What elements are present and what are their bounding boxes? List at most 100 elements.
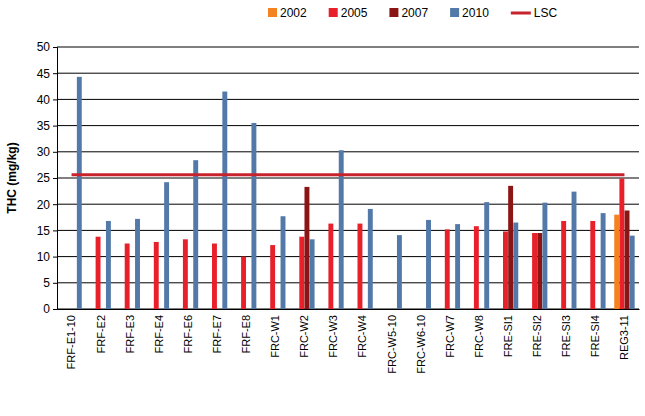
- bar: [503, 231, 508, 309]
- bar: [125, 244, 130, 310]
- tick: FRF-E7: [211, 309, 223, 354]
- tick: 35: [37, 119, 57, 133]
- tick: REG3-11: [618, 309, 630, 360]
- tick-label: FRF-E6: [182, 315, 194, 354]
- tick: FRC-W1: [269, 309, 281, 358]
- tick-mark: [53, 309, 57, 310]
- legend-swatch: [268, 8, 277, 17]
- legend-item: 2005: [329, 6, 368, 20]
- legend-swatch: [329, 8, 338, 17]
- tick: FRC-W3: [327, 309, 339, 358]
- axis-line: [58, 309, 640, 310]
- line: [72, 173, 625, 176]
- tick: FRF-E2: [95, 309, 107, 354]
- tick: FRC-W6-10: [415, 309, 427, 374]
- bar: [212, 244, 217, 310]
- bar: [310, 239, 315, 309]
- tick: 30: [37, 145, 57, 159]
- grid-line: [57, 230, 639, 231]
- bar: [630, 236, 635, 309]
- bar: [183, 239, 188, 309]
- tick: 25: [37, 171, 57, 185]
- bar: [590, 221, 595, 309]
- tick-label: 45: [37, 67, 51, 81]
- legend-item: 2007: [389, 6, 428, 20]
- tick: FRE-SI2: [531, 309, 543, 357]
- tick: FRF-E8: [240, 309, 252, 354]
- tick: FRC-W4: [356, 309, 368, 358]
- bar: [561, 221, 566, 309]
- plot: 05101520253035404550FRF-E1-10FRF-E2FRF-E…: [37, 40, 640, 373]
- tick-label: FRF-E1-10: [65, 315, 77, 369]
- legend-swatch: [511, 12, 531, 15]
- tick-label: FRF-E8: [240, 315, 252, 354]
- tick: 45: [37, 67, 57, 81]
- bar: [193, 160, 198, 309]
- bar: [154, 242, 159, 309]
- tick-label: FRE-SI1: [502, 315, 514, 357]
- legend-label: 2002: [280, 6, 307, 20]
- tick-mark: [53, 204, 57, 205]
- tick: FRE-SI4: [589, 309, 601, 357]
- grid-line: [57, 282, 639, 283]
- legend-swatch: [389, 8, 398, 17]
- tick-label: FRF-E4: [153, 315, 165, 354]
- bar: [397, 235, 402, 309]
- bar: [513, 223, 518, 309]
- bar: [77, 77, 82, 309]
- grid-line: [57, 47, 639, 48]
- bar: [601, 213, 606, 309]
- tick: FRE-SI1: [502, 309, 514, 357]
- tick: FRF-E1-10: [65, 309, 77, 369]
- tick-label: FRC-W7: [444, 315, 456, 358]
- bar: [445, 229, 450, 309]
- tick: 0: [43, 302, 57, 316]
- tick-label: 40: [37, 93, 51, 107]
- grid-line: [57, 99, 639, 100]
- tick-mark: [53, 73, 57, 74]
- bar: [106, 221, 111, 309]
- tick-label: FRF-E2: [95, 315, 107, 354]
- grid-line: [57, 73, 639, 74]
- bar: [304, 187, 309, 309]
- bar: [426, 220, 431, 309]
- tick-label: 20: [37, 198, 51, 212]
- bar: [328, 224, 333, 309]
- tick-mark: [53, 47, 57, 48]
- tick-mark: [53, 126, 57, 127]
- tick-label: FRE-SI2: [531, 315, 543, 357]
- bar: [270, 245, 275, 309]
- legend-swatch: [450, 8, 459, 17]
- bar: [484, 202, 489, 309]
- bar: [508, 186, 513, 309]
- tick-mark: [53, 99, 57, 100]
- tick-label: 35: [37, 119, 51, 133]
- tick-label: FRC-W1: [269, 315, 281, 358]
- bar: [619, 179, 624, 309]
- tick: FRC-W8: [473, 309, 485, 358]
- tick-label: REG3-11: [618, 315, 630, 360]
- bar: [96, 237, 101, 309]
- tick: 40: [37, 93, 57, 107]
- tick: FRE-SI3: [560, 309, 572, 357]
- axis-title: THC (mg/kg): [5, 142, 19, 213]
- tick: FRC-W7: [444, 309, 456, 358]
- x-axis: FRF-E1-10FRF-E2FRF-E3FRF-E4FRF-E6FRF-E7F…: [58, 309, 640, 374]
- legend-item: LSC: [511, 6, 558, 20]
- axis-line: [53, 48, 58, 310]
- tick: FRC-W5-10: [386, 309, 398, 374]
- tick-label: FRF-E7: [211, 315, 223, 354]
- bar: [368, 209, 373, 309]
- marks: [72, 77, 635, 309]
- bar: [625, 210, 630, 309]
- bar: [537, 233, 542, 309]
- tick: FRC-W2: [298, 309, 310, 358]
- bar: [241, 257, 246, 309]
- tick-label: 15: [37, 224, 51, 238]
- bar: [572, 192, 577, 309]
- tick-mark: [53, 230, 57, 231]
- legend: 2002200520072010LSC: [268, 6, 557, 20]
- tick: 10: [37, 250, 57, 264]
- grid-line: [57, 309, 639, 310]
- tick-label: FRE-SI4: [589, 315, 601, 357]
